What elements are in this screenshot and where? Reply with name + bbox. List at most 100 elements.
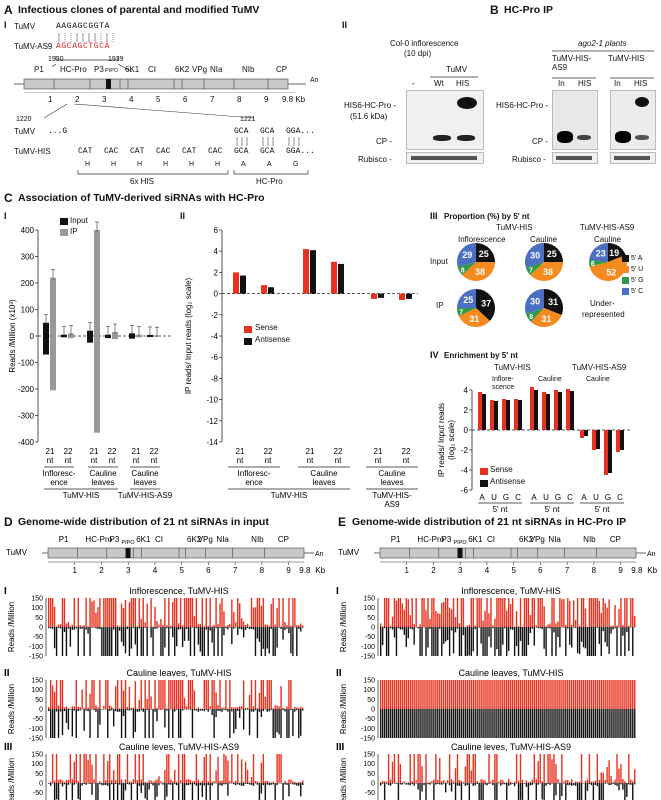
e-sense-bar bbox=[586, 680, 589, 709]
c-ii-bar bbox=[310, 250, 316, 294]
d-antisense-bar bbox=[288, 709, 290, 738]
d-antisense-bar bbox=[237, 783, 239, 785]
e-antisense-bar bbox=[517, 783, 520, 800]
d-antisense-bar bbox=[284, 627, 286, 630]
d-antisense-bar bbox=[136, 709, 139, 712]
e-antisense-bar bbox=[620, 627, 622, 656]
c-ii-ytick-label: 0 bbox=[214, 290, 219, 299]
d-sense-bar bbox=[298, 708, 300, 709]
d-sense-bar bbox=[292, 598, 294, 627]
e-sense-bar bbox=[590, 598, 593, 627]
d-antisense-bar bbox=[103, 783, 105, 786]
d-sense-bar bbox=[124, 599, 127, 627]
d-antisense-bar bbox=[193, 783, 196, 785]
d-poly-a: An bbox=[315, 551, 324, 558]
e-sense-bar bbox=[439, 758, 441, 783]
d-sense-bar bbox=[225, 626, 227, 627]
e-sense-bar bbox=[385, 781, 388, 783]
e-sense-bar bbox=[580, 598, 583, 627]
c-i-bar-pos bbox=[43, 322, 49, 336]
c-iv-title: Enrichment by 5' nt bbox=[444, 351, 518, 360]
c-ii-tissue-label: leaves bbox=[380, 478, 403, 487]
c-ii-ylabel: IP reads/ Input reads (log₂ scale) bbox=[184, 277, 193, 394]
d-sense-bar bbox=[266, 624, 268, 627]
e-sense-bar bbox=[537, 761, 539, 783]
e-antisense-bar bbox=[454, 709, 457, 738]
d-antisense-bar bbox=[215, 627, 217, 629]
d-antisense-bar bbox=[116, 783, 119, 800]
e-sense-bar bbox=[541, 680, 543, 709]
e-antisense-bar bbox=[381, 709, 384, 738]
e-antisense-bar bbox=[596, 709, 599, 738]
d-antisense-bar bbox=[101, 783, 103, 786]
e-sense-bar bbox=[492, 680, 494, 709]
d-antisense-bar bbox=[53, 783, 56, 800]
d-antisense-bar bbox=[219, 627, 221, 628]
e-sense-bar bbox=[494, 618, 496, 627]
d-antisense-bar bbox=[225, 709, 227, 711]
e-antisense-bar bbox=[555, 783, 557, 796]
d-antisense-bar bbox=[300, 627, 302, 632]
c-i-bar-neg bbox=[112, 336, 118, 340]
e-antisense-bar bbox=[588, 709, 591, 738]
e-antisense-bar bbox=[630, 709, 632, 738]
e-antisense-bar bbox=[525, 627, 528, 656]
d-sense-bar bbox=[65, 779, 68, 783]
d-antisense-bar bbox=[280, 783, 282, 784]
e-antisense-bar bbox=[592, 627, 595, 656]
e-antisense-bar bbox=[624, 783, 626, 800]
e-antisense-bar bbox=[403, 627, 406, 635]
e-sense-bar bbox=[441, 781, 443, 783]
e-sense-bar bbox=[427, 598, 429, 627]
d-sense-bar bbox=[89, 598, 91, 627]
e-antisense-bar bbox=[634, 709, 636, 738]
d-sense-bar bbox=[221, 598, 223, 627]
d-sense-bar bbox=[201, 598, 203, 627]
e-sense-bar bbox=[431, 598, 433, 627]
c-ii-construct-as9-1: TuMV-HIS- bbox=[372, 491, 412, 500]
c-i-ytick-label: 200 bbox=[21, 279, 35, 288]
blot-b-band-cp-as9 bbox=[557, 131, 573, 143]
e-antisense-bar bbox=[380, 709, 382, 738]
e-sense-bar bbox=[508, 598, 510, 627]
e-sense-bar bbox=[443, 601, 445, 627]
d-sense-bar bbox=[244, 625, 247, 627]
d-antisense-bar bbox=[174, 709, 176, 712]
e-sense-bar bbox=[539, 680, 541, 709]
d-antisense-bar bbox=[256, 783, 259, 785]
c-i-bar-pos bbox=[87, 330, 93, 336]
e-sense-bar bbox=[490, 781, 492, 783]
c-iv-xtick-label: A bbox=[479, 493, 485, 502]
c-iii-pie-slice bbox=[544, 243, 563, 262]
d-antisense-bar bbox=[93, 709, 95, 711]
e-sense-bar bbox=[456, 680, 459, 709]
d-sense-bar bbox=[53, 691, 56, 709]
e-sense-bar bbox=[580, 754, 583, 783]
d-antisense-bar bbox=[79, 783, 81, 800]
e-antisense-bar bbox=[488, 709, 490, 738]
e-sense-bar bbox=[488, 680, 490, 709]
e-row-ytick: -150 bbox=[361, 654, 375, 661]
c-ii-xsize-num: 22 bbox=[334, 447, 343, 456]
e-sense-bar bbox=[622, 625, 624, 627]
d-antisense-bar bbox=[122, 783, 125, 800]
d-sense-bar bbox=[140, 618, 142, 627]
d-sense-bar bbox=[187, 779, 190, 783]
e-antisense-bar bbox=[429, 627, 431, 629]
e-sense-bar bbox=[413, 623, 415, 627]
blot-b-rubisco-his bbox=[610, 152, 656, 164]
d-sense-bar bbox=[274, 624, 276, 627]
d-sense-bar bbox=[231, 707, 233, 709]
d-antisense-bar bbox=[49, 709, 52, 738]
e-antisense-bar bbox=[549, 709, 551, 738]
e-sense-bar bbox=[486, 680, 488, 709]
c-ii-bar bbox=[406, 293, 412, 299]
d-antisense-bar bbox=[298, 709, 300, 738]
d-sense-bar bbox=[215, 692, 217, 709]
e-sense-bar bbox=[411, 781, 413, 783]
e-antisense-bar bbox=[399, 709, 402, 738]
e-sense-bar bbox=[555, 764, 557, 783]
e-sense-bar bbox=[466, 754, 469, 783]
e-antisense-bar bbox=[508, 627, 510, 651]
d-sense-bar bbox=[199, 623, 202, 627]
